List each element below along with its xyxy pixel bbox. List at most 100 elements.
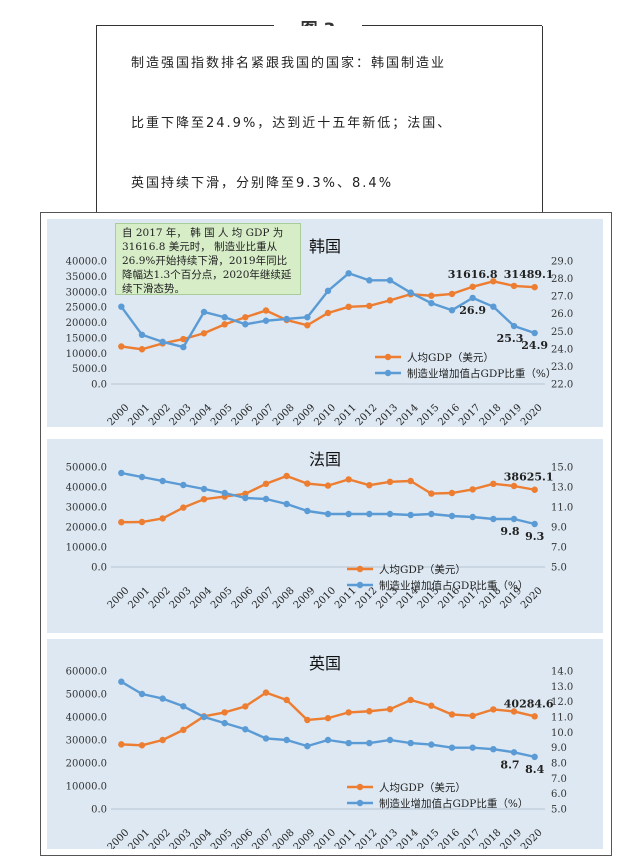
data-point-gdp <box>324 714 332 722</box>
y-right-tick-label: 13.0 <box>551 483 573 494</box>
x-tick-label: 2018 <box>478 402 504 427</box>
x-tick-label: 2019 <box>498 402 524 427</box>
y-left-tick-label: 20000.0 <box>66 523 107 534</box>
x-tick-label: 2010 <box>312 402 338 427</box>
data-point-share <box>221 314 228 321</box>
data-point-share <box>345 739 352 747</box>
data-point-gdp <box>242 703 249 710</box>
data-point-share <box>366 739 373 747</box>
data-point-gdp <box>490 706 497 713</box>
legend-label: 人均GDP（美元） <box>379 563 466 576</box>
data-point-share <box>200 485 208 493</box>
data-point-gdp <box>118 343 125 350</box>
y-right-tick-label: 25.0 <box>551 327 573 338</box>
y-right-tick-label: 13.0 <box>551 682 573 693</box>
x-tick-label: 2003 <box>168 585 194 611</box>
data-point-gdp <box>159 515 166 522</box>
y-right-tick-label: 28.0 <box>551 274 573 285</box>
x-tick-label: 2007 <box>250 585 276 611</box>
y-right-tick-label: 9.0 <box>551 743 567 754</box>
data-label: 9.3 <box>525 530 544 543</box>
y-right-tick-label: 11.0 <box>551 503 573 514</box>
data-point-gdp <box>366 302 373 310</box>
x-tick-label: 2002 <box>147 585 173 611</box>
y-left-tick-label: 30000.0 <box>66 736 107 747</box>
data-label: 25.3 <box>497 332 524 345</box>
chart-title: 法国 <box>309 450 341 469</box>
data-label: 24.9 <box>521 339 548 352</box>
data-point-share <box>386 277 394 284</box>
data-point-share <box>490 303 497 310</box>
data-point-gdp <box>386 705 394 713</box>
data-point-share <box>159 477 166 485</box>
data-point-gdp <box>469 283 476 290</box>
y-right-tick-label: 14.0 <box>551 667 573 678</box>
data-point-gdp <box>490 480 497 487</box>
data-point-gdp <box>304 480 311 487</box>
x-tick-label: 2004 <box>188 402 214 427</box>
y-left-tick-label: 0.0 <box>91 380 107 391</box>
y-right-tick-label: 5.0 <box>551 563 567 574</box>
data-point-share <box>262 317 270 324</box>
x-tick-label: 2002 <box>147 402 173 427</box>
data-label: 31489.1 <box>504 268 554 281</box>
data-point-share <box>180 343 187 351</box>
x-tick-label: 2005 <box>209 585 235 611</box>
data-point-gdp <box>448 290 456 298</box>
data-point-share <box>386 736 394 744</box>
y-left-tick-label: 25000.0 <box>66 303 107 314</box>
data-point-share <box>180 703 187 710</box>
data-point-share <box>221 719 228 727</box>
data-point-share <box>242 494 249 502</box>
caption-line: 英国持续下滑，分别降至9.3%、8.4% <box>131 176 394 191</box>
data-point-share <box>510 515 518 523</box>
x-tick-label: 2000 <box>106 402 132 427</box>
x-tick-label: 2005 <box>209 402 235 427</box>
x-tick-label: 2009 <box>292 585 318 611</box>
y-left-tick-label: 60000.0 <box>66 667 107 678</box>
data-point-share <box>118 303 125 310</box>
chart-frame: 0.0 5000.0 10000.0 15000.0 20000.0 25000.0 300… <box>40 212 612 856</box>
data-point-gdp <box>324 309 332 317</box>
x-tick-label: 2004 <box>188 585 214 611</box>
data-point-gdp <box>118 741 125 748</box>
data-label: 40284.6 <box>504 697 554 710</box>
x-tick-label: 2011 <box>333 402 359 427</box>
data-point-gdp <box>510 282 518 290</box>
data-point-gdp <box>304 716 311 724</box>
data-label: 8.7 <box>500 758 519 771</box>
data-point-gdp <box>262 689 270 696</box>
data-point-share <box>366 510 373 518</box>
y-right-tick-label: 7.0 <box>551 543 567 554</box>
data-point-gdp <box>180 504 187 511</box>
y-left-tick-label: 5000.0 <box>72 364 107 375</box>
data-point-share <box>159 695 166 702</box>
data-point-gdp <box>180 335 187 343</box>
data-point-share <box>531 329 538 337</box>
chart-uk: 0.0 10000.0 20000.0 30000.0 40000.0 50000.0 60… <box>66 654 574 849</box>
y-right-tick-label: 9.0 <box>551 523 567 534</box>
y-left-tick-label: 30000.0 <box>66 287 107 298</box>
x-tick-label: 2007 <box>250 402 276 427</box>
x-tick-label: 2015 <box>416 402 442 427</box>
y-right-tick-label: 26.0 <box>551 309 573 320</box>
data-point-share <box>324 736 332 744</box>
chart-panel-france: 0.0 10000.0 20000.0 30000.0 40000.0 50000.0 5.… <box>47 439 603 633</box>
chart-note: 自 2017 年， 韩 国 人 均 GDP 为 31616.8 美元时， 制造业… <box>115 223 301 295</box>
data-point-share <box>200 308 208 316</box>
data-point-share <box>262 495 270 503</box>
data-point-gdp <box>428 292 435 299</box>
y-left-tick-label: 10000.0 <box>66 543 107 554</box>
x-tick-label: 2008 <box>271 402 297 427</box>
x-tick-label: 2008 <box>271 585 297 611</box>
data-point-share <box>118 469 125 477</box>
y-right-tick-label: 8.0 <box>551 759 567 770</box>
legend-label: 制造业增加值占GDP比重（%） <box>379 579 528 592</box>
data-point-gdp <box>221 709 228 716</box>
data-point-share <box>242 726 249 733</box>
data-point-share <box>531 520 538 528</box>
x-tick-label: 2017 <box>457 402 483 427</box>
data-point-share <box>428 741 435 748</box>
data-point-share <box>490 746 497 753</box>
data-point-gdp <box>490 278 497 285</box>
